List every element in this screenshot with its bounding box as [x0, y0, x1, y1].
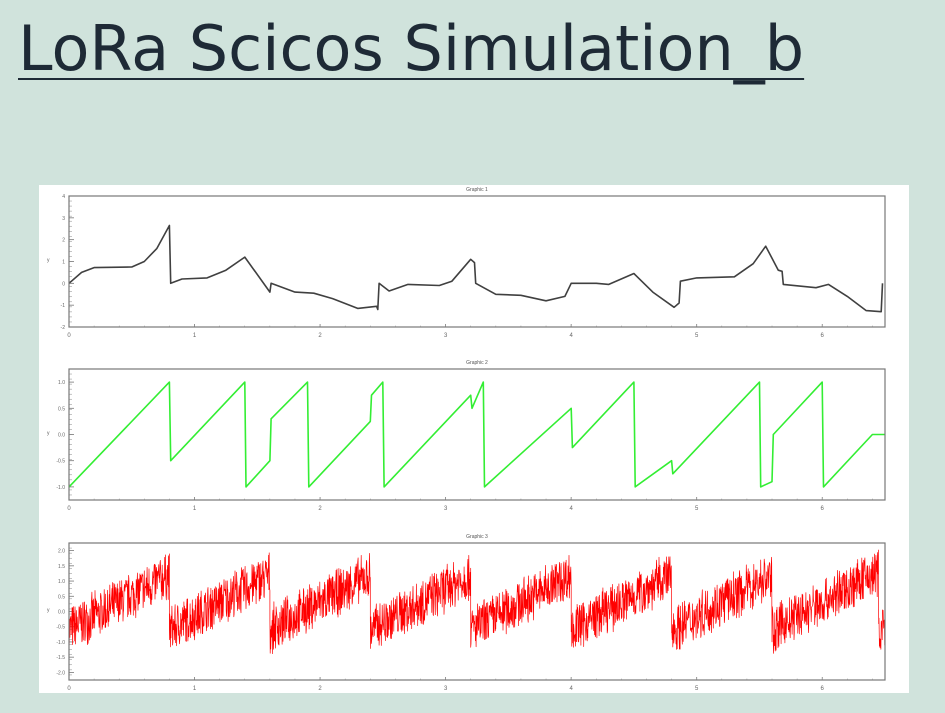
y-tick-label: -2.0	[56, 670, 65, 676]
simulation-figure: Graphic 1 y 0 1 2 3 4 5 6 -2 -1 0 1 2 3 4 Graphic 2 y 0 1 2 3…	[39, 185, 909, 693]
series-line	[68, 549, 886, 656]
y-tick-label: -1.5	[56, 655, 65, 661]
x-tick-label: 6	[821, 686, 825, 692]
scope-plots: Graphic 1 y 0 1 2 3 4 5 6 -2 -1 0 1 2 3 4 Graphic 2 y 0 1 2 3…	[47, 187, 886, 692]
x-tick-label: 6	[821, 333, 825, 339]
y-tick-label: 0	[62, 281, 65, 287]
plot-title: Graphic 2	[466, 360, 488, 366]
x-tick-label: 5	[695, 506, 699, 512]
x-tick-label: 3	[444, 506, 448, 512]
plot-frame	[68, 195, 886, 328]
x-tick-label: 0	[67, 686, 71, 692]
y-tick-label: -1.0	[56, 640, 65, 646]
y-axis-label: y	[47, 258, 50, 264]
plot-title: Graphic 1	[466, 187, 488, 193]
y-tick-label: 3	[62, 216, 65, 222]
series-line	[68, 381, 885, 488]
y-tick-label: 0.0	[58, 610, 65, 616]
page-title: LoRa Scicos Simulation_b	[18, 12, 805, 85]
x-tick-label: 2	[318, 333, 322, 339]
y-tick-label: -2	[61, 325, 66, 331]
y-tick-label: 1	[62, 260, 65, 266]
x-tick-label: 5	[695, 333, 699, 339]
y-tick-label: 2.0	[58, 549, 65, 555]
y-tick-label: 0.5	[58, 406, 65, 412]
series-line	[68, 224, 884, 313]
y-axis-label: y	[47, 431, 50, 437]
y-tick-label: -1.0	[56, 485, 65, 491]
x-tick-label: 1	[193, 506, 197, 512]
y-tick-label: -0.5	[56, 459, 65, 465]
x-tick-label: 0	[67, 333, 71, 339]
y-tick-label: -1	[61, 303, 66, 309]
y-tick-label: 1.0	[58, 380, 65, 386]
x-tick-label: 3	[444, 333, 448, 339]
y-axis-label: y	[47, 608, 50, 614]
x-tick-label: 5	[695, 686, 699, 692]
y-tick-label: 0.5	[58, 594, 65, 600]
plot-graphic-2: Graphic 2 y 0 1 2 3 4 5 6 -1.0 -0.5 0.0 0.5 1.0	[47, 360, 886, 512]
x-tick-label: 4	[569, 333, 573, 339]
y-tick-label: 4	[62, 194, 65, 200]
x-tick-label: 2	[318, 686, 322, 692]
x-tick-label: 2	[318, 506, 322, 512]
x-tick-label: 4	[569, 686, 573, 692]
plot-title: Graphic 3	[466, 534, 488, 540]
y-tick-label: 1.5	[58, 564, 65, 570]
y-tick-label: -0.5	[56, 625, 65, 631]
plot-frame	[68, 368, 886, 501]
x-tick-label: 1	[193, 686, 197, 692]
y-tick-label: 0.0	[58, 433, 65, 439]
x-tick-label: 0	[67, 506, 71, 512]
y-tick-label: 2	[62, 238, 65, 244]
x-tick-label: 6	[821, 506, 825, 512]
x-tick-label: 4	[569, 506, 573, 512]
plot-graphic-3: Graphic 3 y 0 1 2 3 4 5 6 -2.0 -1.5 -1.0 -0.5 0.0 0.5 1…	[47, 534, 886, 692]
plot-graphic-1: Graphic 1 y 0 1 2 3 4 5 6 -2 -1 0 1 2 3 4	[47, 187, 886, 339]
y-tick-label: 1.0	[58, 579, 65, 585]
plot-frame	[68, 542, 886, 681]
x-tick-label: 3	[444, 686, 448, 692]
x-tick-label: 1	[193, 333, 197, 339]
